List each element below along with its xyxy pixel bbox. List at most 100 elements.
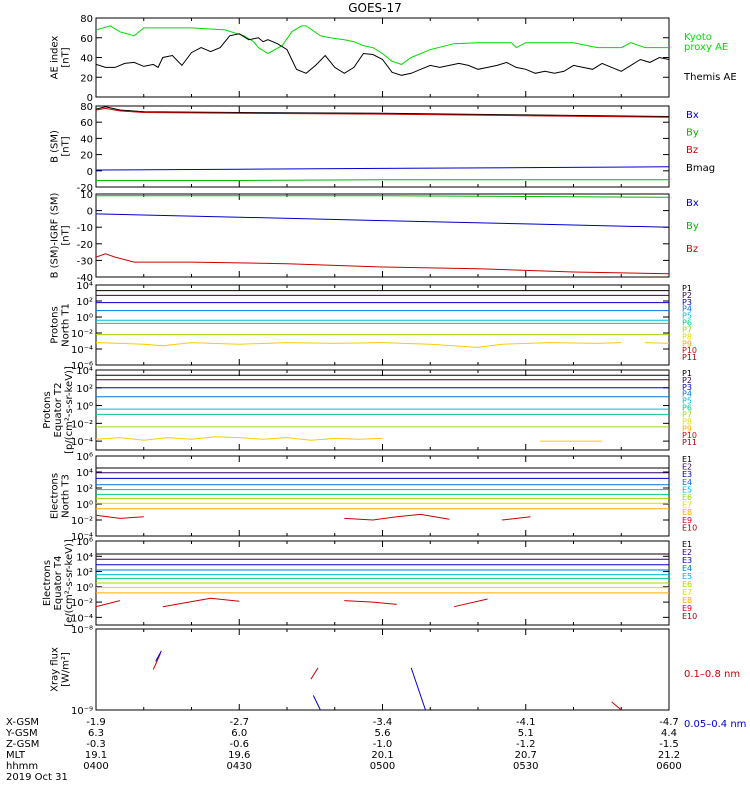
series-line-0 [152, 653, 161, 670]
x-row-value: 5.1 [518, 728, 534, 739]
panel-p_north: 10⁴ 10² 10⁰ 10⁻² 10⁻⁴ 10⁻⁶ Protons North T1 P1P2… [50, 281, 698, 372]
y-axis-label: [p/(cm²-s-sr-keV)] [64, 366, 75, 454]
panel-bigrf: -40 -30 -20 -10 0 10 B (SM)-IGRF (SM) [nT] Bx By B… [50, 190, 699, 284]
y-tick-label: -20 [77, 240, 93, 251]
x-row-value: 19.1 [85, 750, 107, 761]
legend-entry: P2 [682, 291, 692, 300]
y-tick-label: 10⁴ [76, 281, 93, 292]
legend-entry: Bx [686, 110, 699, 121]
legend-entry: P11 [682, 353, 697, 362]
x-row-label: Z-GSM [6, 739, 39, 750]
legend-entry: E6 [682, 580, 692, 589]
legend-entry: P10 [682, 346, 697, 355]
x-row-value: -3.4 [373, 717, 393, 728]
series-line-1 [96, 107, 669, 118]
legend-entry: P9 [682, 424, 692, 433]
legend-entry: By [686, 221, 699, 232]
legend-entry: E4 [682, 564, 692, 573]
series-line-0 [96, 106, 669, 117]
y-axis-label: Electrons [42, 560, 53, 606]
y-tick-label: 10² [76, 297, 93, 308]
y-tick-label: 10² [76, 384, 93, 395]
y-tick-label: -40 [77, 273, 93, 284]
legend-entry: P7 [682, 325, 692, 334]
legend-entry: P3 [682, 298, 692, 307]
x-row-value: -0.6 [229, 739, 249, 750]
legend-entry: E7 [682, 588, 692, 597]
date-label: 2019 Oct 31 [6, 772, 68, 783]
legend-entry: Bz [686, 244, 698, 255]
series-group [152, 650, 622, 710]
y-tick-label: 10⁶ [76, 452, 93, 463]
x-row-value: 5.6 [375, 728, 391, 739]
x-row-value: 0530 [513, 761, 538, 772]
legend-entry: P4 [682, 390, 692, 399]
y-tick-label: 10² [76, 484, 93, 495]
panel-p_equator: 10⁴ 10² 10⁰ 10⁻² 10⁻⁴ Protons Equator T2 [p/(cm… [42, 366, 697, 454]
legend-entry: E1 [682, 540, 692, 549]
y-axis-label: North T1 [61, 303, 72, 347]
legend-entry: P2 [682, 376, 692, 385]
plot-title: GOES-17 [348, 1, 402, 15]
y-tick-label: 10⁰ [76, 500, 93, 511]
series-group [96, 106, 669, 181]
legend-entry: P6 [682, 319, 692, 328]
series-line-4 [410, 667, 426, 710]
legend-entry: P10 [682, 431, 697, 440]
y-tick-label: -10 [77, 223, 93, 234]
legend-entry: E10 [682, 523, 697, 532]
y-tick-label: 10⁻² [71, 598, 93, 609]
panel-bsm: -20 0 20 40 60 80 B (SM) [nT] Bx By Bz Bmag [50, 102, 716, 194]
panel-e_equator: 10⁶ 10⁴ 10² 10⁰ 10⁻² 10⁻⁴ Electrons Equator T4[… [42, 537, 697, 627]
y-axis-label: B (SM) [50, 130, 61, 163]
x-row-value: -0.3 [86, 739, 106, 750]
y-tick-label: 10² [76, 568, 93, 579]
y-tick-label: 60 [80, 118, 93, 129]
x-row-label: MLT [6, 750, 26, 761]
series-line-3 [312, 695, 321, 710]
series-line-9 [96, 514, 144, 519]
y-axis-label: [nT] [61, 136, 72, 156]
series-group [96, 553, 669, 608]
y-axis-label: B (SM)-IGRF (SM) [50, 193, 61, 279]
legend-entry: P6 [682, 404, 692, 413]
legend-entry: Themis AE [683, 72, 737, 83]
legend-entry: proxy AE [684, 42, 728, 53]
y-tick-label: 10⁴ [76, 552, 93, 563]
legend-entry: E8 [682, 596, 692, 605]
series-line-0 [96, 25, 669, 65]
y-axis-label: [W/m²] [61, 652, 72, 687]
legend-entry: E5 [682, 572, 692, 581]
y-tick-label: 10⁶ [76, 537, 93, 548]
y-tick-label: 10⁻⁴ [71, 345, 93, 356]
y-axis-label: [e/(cm²-s-sr-keV)] [64, 539, 75, 627]
x-row-value: -2.7 [229, 717, 249, 728]
x-row-label: hhmm [6, 761, 38, 772]
y-tick-label: 10⁻² [71, 329, 93, 340]
legend-entry: Bmag [686, 163, 715, 174]
legend-entry: By [686, 128, 699, 139]
series-line-9 [96, 600, 121, 608]
panel-frame [95, 628, 670, 711]
y-tick-label: 10 [80, 190, 93, 201]
panel-frame [95, 17, 670, 98]
legend-entry: E4 [682, 478, 692, 487]
legend-entry: E5 [682, 485, 692, 494]
series-line-11 [501, 516, 531, 521]
legend-entry: P3 [682, 383, 692, 392]
y-tick-label: 10⁰ [76, 313, 93, 324]
legend-entry: P5 [682, 397, 692, 406]
legend-entry: E7 [682, 501, 692, 510]
x-row-value: 20.7 [515, 750, 537, 761]
x-axis-labels: X-GSM -1.9 -2.7 -3.4 -4.1 -4.7 Y-GSM 6.3 6.0 5.6 5… [5, 717, 682, 783]
y-tick-label: 10⁻² [71, 419, 93, 430]
y-tick-label: 60 [80, 34, 93, 45]
series-group [96, 25, 669, 76]
panel-frame [95, 193, 670, 278]
series-line-10 [162, 597, 240, 608]
x-row-label: X-GSM [6, 717, 39, 728]
